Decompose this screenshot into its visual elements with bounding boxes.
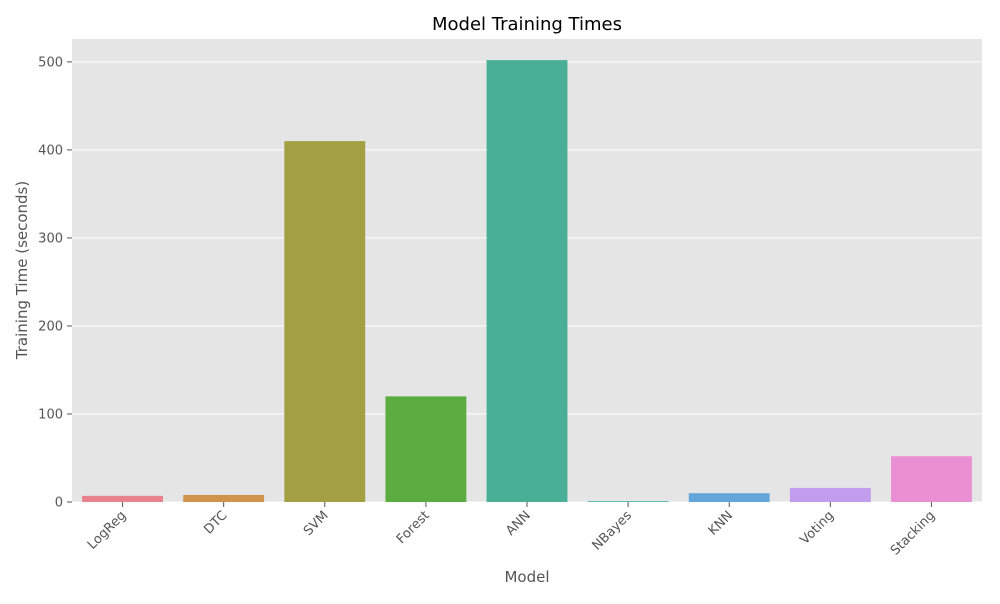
- y-axis: 0 100 200 300 400 500: [38, 55, 72, 511]
- x-tick-label: Stacking: [888, 508, 938, 558]
- x-tick-label: LogReg: [85, 508, 129, 552]
- bar-voting: [789, 487, 871, 502]
- y-tick-label: 500: [38, 55, 63, 70]
- x-tick-label: DTC: [201, 508, 230, 537]
- bar-dtc: [183, 494, 265, 502]
- y-tick-label: 0: [55, 496, 63, 511]
- x-tick-label: NBayes: [590, 508, 635, 553]
- x-tick-label: ANN: [503, 508, 534, 539]
- x-axis-title: Model: [504, 568, 549, 586]
- y-tick-label: 200: [38, 319, 63, 334]
- x-tick-label: KNN: [706, 508, 736, 538]
- x-tick-label: Voting: [798, 508, 838, 548]
- bar-nbayes: [587, 501, 669, 502]
- y-axis-title: Training Time (seconds): [13, 181, 31, 360]
- y-tick-label: 300: [38, 231, 63, 246]
- bar-logreg: [82, 495, 163, 502]
- bar-forest: [385, 396, 467, 502]
- x-tick-label: SVM: [301, 508, 332, 539]
- x-tick-label: Forest: [394, 508, 433, 547]
- bar-ann: [486, 60, 568, 502]
- bar-svm: [284, 141, 366, 503]
- bar-knn: [688, 493, 770, 502]
- y-tick-label: 100: [38, 407, 63, 422]
- chart-title: Model Training Times: [432, 14, 622, 35]
- x-axis: LogReg DTC SVM Forest ANN NBayes KNN Voting Stac…: [85, 502, 938, 559]
- bar-stacking: [891, 456, 972, 502]
- bars: [82, 60, 972, 503]
- y-tick-label: 400: [38, 143, 63, 158]
